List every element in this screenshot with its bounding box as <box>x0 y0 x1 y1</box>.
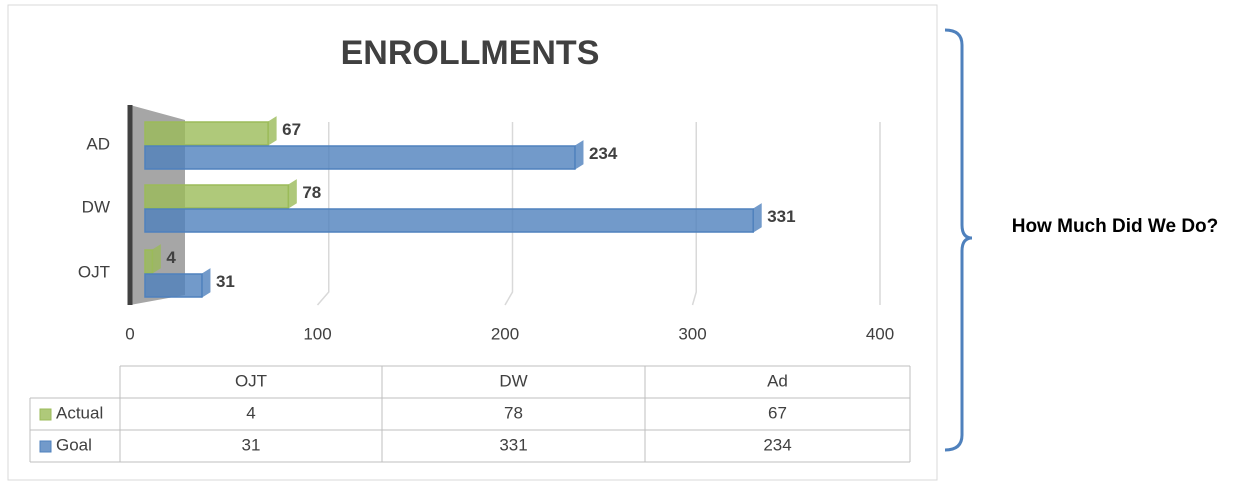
bar-depth <box>574 140 584 170</box>
y-tick-label: OJT <box>78 262 110 281</box>
grid-line <box>691 122 697 306</box>
x-tick-label: 100 <box>303 324 331 343</box>
bar <box>144 184 290 209</box>
table-header: OJT <box>235 371 267 390</box>
bar <box>144 145 576 170</box>
grid-line <box>316 122 330 306</box>
table-cell: 31 <box>242 435 261 454</box>
table-cell: 4 <box>246 403 255 422</box>
chart-title: ENROLLMENTS <box>341 34 600 72</box>
x-tick-label: 200 <box>491 324 519 343</box>
bar <box>144 273 203 298</box>
table-cell: 67 <box>768 403 787 422</box>
x-tick-label: 0 <box>125 324 134 343</box>
table-cell: 78 <box>504 403 523 422</box>
bar-depth <box>201 268 211 298</box>
bar <box>144 208 754 233</box>
y-tick-label: AD <box>86 134 110 153</box>
legend-swatch <box>39 440 52 453</box>
bar-depth <box>752 203 762 233</box>
data-label: 31 <box>216 272 235 291</box>
table-header: Ad <box>767 371 788 390</box>
table-cell: 331 <box>499 435 527 454</box>
legend-label: Goal <box>56 435 92 454</box>
legend-label: Actual <box>56 403 103 422</box>
grid-line <box>504 122 514 306</box>
bar <box>144 249 154 274</box>
bar-depth <box>267 116 277 146</box>
x-tick-label: 300 <box>678 324 706 343</box>
y-tick-label: DW <box>82 197 110 216</box>
x-tick-label: 400 <box>866 324 894 343</box>
data-label: 67 <box>282 120 301 139</box>
bar-depth <box>287 179 297 209</box>
data-label: 4 <box>166 248 176 267</box>
bar-depth <box>151 244 161 274</box>
data-label: 234 <box>589 144 618 163</box>
side-text: How Much Did We Do? <box>1011 216 1219 237</box>
bar <box>144 121 269 146</box>
table-header: DW <box>499 371 527 390</box>
bracket <box>944 28 973 452</box>
table-cell: 234 <box>763 435 791 454</box>
data-label: 78 <box>302 183 321 202</box>
data-label: 331 <box>767 207 795 226</box>
legend-swatch <box>39 408 52 421</box>
